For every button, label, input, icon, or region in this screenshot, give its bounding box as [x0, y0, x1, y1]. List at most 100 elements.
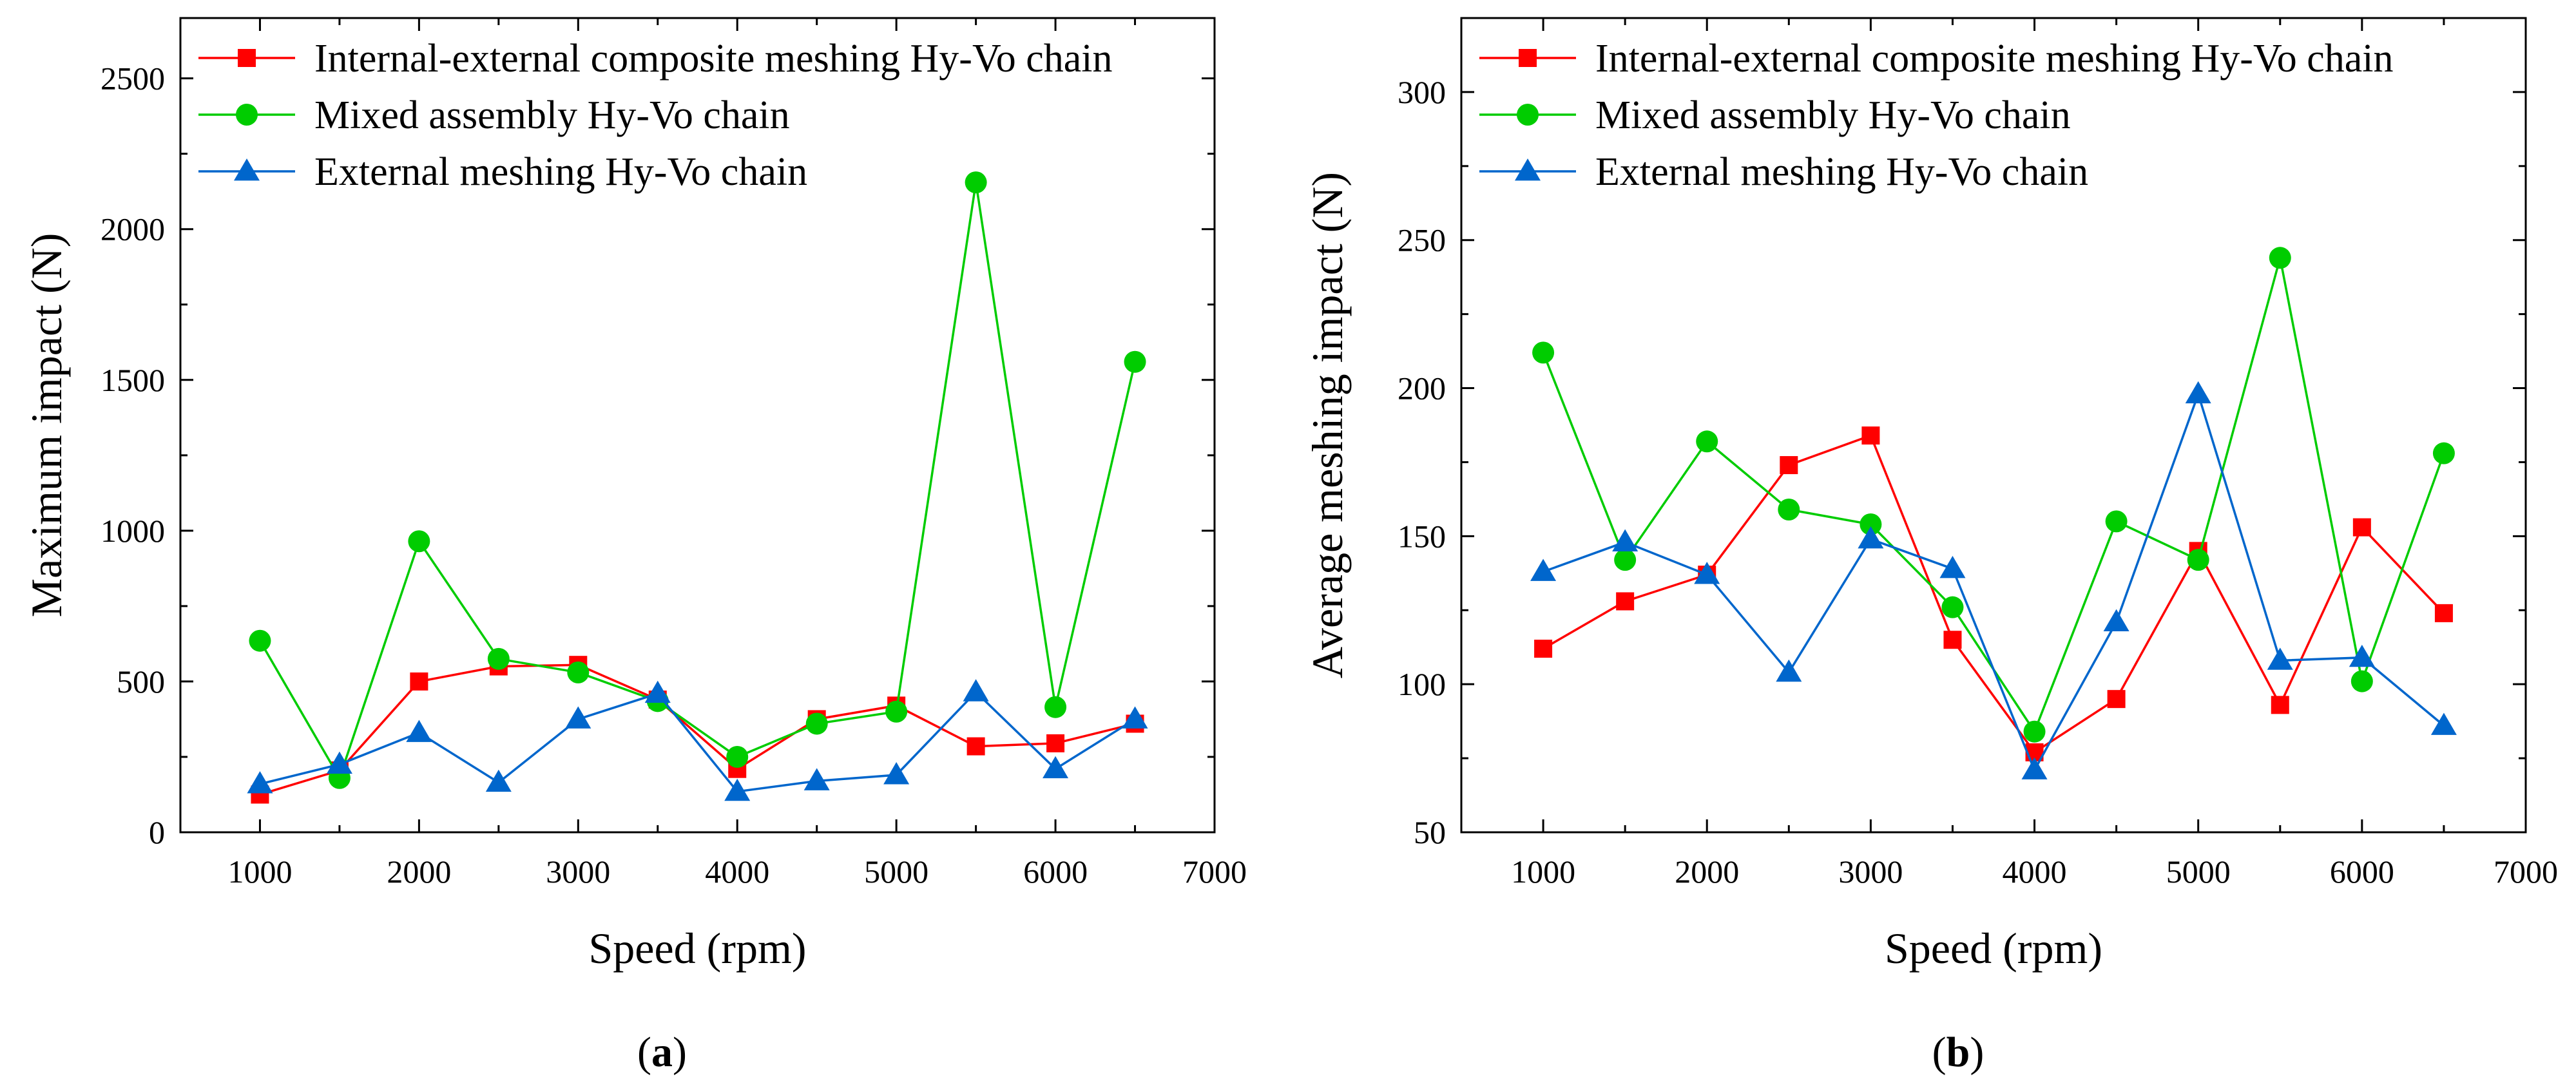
chart-a-x-tick-label: 1000 — [227, 854, 292, 890]
chart-a-x-tick-label: 6000 — [1023, 854, 1088, 890]
chart-a-line-red-square — [259, 663, 1135, 796]
chart-a-line-green-circle — [258, 182, 1137, 781]
chart-b-series-blue-triangle — [1530, 381, 2457, 779]
chart-b-x-tick-label: 5000 — [2166, 854, 2231, 890]
chart-b-x-axis-title: Speed (rpm) — [1885, 924, 2102, 973]
chart-a-legend-label-green-circle: Mixed assembly Hy-Vo chain — [314, 93, 790, 137]
chart-b-point-green-circle — [2269, 247, 2291, 269]
chart-a-legend-marker-blue-triangle — [234, 158, 260, 181]
chart-a-x-tick-label: 2000 — [387, 854, 451, 890]
chart-b-point-blue-triangle — [1939, 555, 1966, 578]
chart-b-point-blue-triangle — [2349, 644, 2375, 667]
chart-b-point-green-circle — [1532, 341, 1555, 364]
chart-b-legend-marker-red-square — [1519, 49, 1537, 67]
chart-b-legend: Internal-external composite meshing Hy-V… — [1479, 37, 2394, 194]
chart-a-panel-label: (a) — [637, 1029, 687, 1076]
chart-b-point-red-square — [1780, 456, 1798, 475]
chart-a-x-tick-label: 3000 — [546, 854, 610, 890]
chart-panel-a: 1000 2000 3000 4000 5000 6000 7000 0 500 1000 1500… — [22, 17, 1247, 1076]
chart-a-x-tick-label: 7000 — [1182, 854, 1247, 890]
chart-b-y-axis-title: Average meshing impact (N) — [1303, 172, 1352, 678]
chart-a-legend-label-red-square: Internal-external composite meshing Hy-V… — [314, 37, 1113, 81]
chart-b-x-tick-label: 7000 — [2494, 854, 2558, 890]
chart-a-point-blue-triangle — [1043, 756, 1069, 779]
chart-b-point-blue-triangle — [2103, 609, 2129, 632]
chart-b-point-red-square — [1861, 426, 1880, 445]
chart-b-y-tick-label: 100 — [1398, 666, 1446, 702]
chart-b-y-tick-label: 200 — [1398, 370, 1446, 406]
chart-a-y-axis-title: Maximum impact (N) — [22, 233, 71, 618]
chart-a-point-blue-triangle — [485, 769, 512, 792]
chart-a-point-green-circle — [1124, 350, 1146, 373]
chart-a-point-green-circle — [965, 171, 987, 194]
chart-a-point-red-square — [1046, 734, 1065, 752]
chart-b-legend-label-green-circle: Mixed assembly Hy-Vo chain — [1595, 93, 2071, 137]
chart-b-point-green-circle — [2023, 720, 2046, 743]
chart-b-panel-label: (b) — [1932, 1029, 1985, 1076]
chart-b-point-green-circle — [2350, 670, 2373, 692]
chart-a-point-blue-triangle — [724, 778, 751, 801]
chart-a-series-blue-triangle — [247, 679, 1148, 801]
chart-b-legend-label-blue-triangle: External meshing Hy-Vo chain — [1595, 150, 2088, 194]
chart-a-point-red-square — [410, 672, 428, 691]
chart-a-y-tick-label: 1000 — [101, 513, 165, 549]
chart-a-point-blue-triangle — [644, 680, 671, 703]
chart-b-x-tick-label: 4000 — [2003, 854, 2067, 890]
chart-b-series-green-circle — [1532, 247, 2455, 743]
chart-b-point-green-circle — [1860, 513, 1882, 535]
chart-b-point-red-square — [1943, 631, 1962, 649]
chart-a-point-blue-triangle — [963, 679, 989, 701]
chart-b-x-tick-label: 6000 — [2330, 854, 2394, 890]
chart-b-x-tick-label: 1000 — [1511, 854, 1575, 890]
chart-a-point-blue-triangle — [1122, 706, 1148, 729]
chart-a-y-tick-label: 2500 — [101, 61, 165, 97]
chart-b-point-red-square — [1534, 640, 1553, 658]
chart-a-x-axis-title: Speed (rpm) — [588, 924, 806, 973]
chart-a-point-green-circle — [885, 700, 908, 723]
chart-b-line-red-square — [1543, 434, 2445, 754]
chart-b-series-red-square — [1534, 426, 2453, 761]
chart-b-point-blue-triangle — [1858, 526, 1884, 549]
chart-a-legend-marker-red-square — [238, 49, 256, 67]
chart-a-legend: Internal-external composite meshing Hy-V… — [198, 37, 1113, 194]
chart-a-point-green-circle — [487, 647, 510, 670]
chart-a-point-green-circle — [1044, 696, 1067, 718]
chart-a-point-blue-triangle — [803, 768, 830, 790]
chart-a-x-tick-label: 5000 — [864, 854, 928, 890]
chart-a-point-green-circle — [249, 629, 271, 652]
chart-b-point-green-circle — [1778, 498, 1800, 520]
chart-b-point-red-square — [2107, 690, 2126, 709]
chart-b-point-green-circle — [1614, 549, 1637, 571]
chart-b-x-tick-label: 3000 — [1838, 854, 1903, 890]
chart-a-point-blue-triangle — [883, 762, 910, 785]
chart-a-x-tick-label: 4000 — [705, 854, 769, 890]
chart-b-point-red-square — [2434, 604, 2453, 622]
chart-b-point-blue-triangle — [1612, 529, 1639, 551]
chart-a-point-red-square — [966, 737, 985, 756]
chart-a-point-green-circle — [567, 661, 590, 683]
chart-a-y-tick-label: 500 — [117, 663, 165, 700]
chart-a-y-tick-label: 1500 — [101, 362, 165, 398]
chart-a-point-green-circle — [408, 530, 430, 553]
chart-b-point-red-square — [2271, 696, 2289, 714]
chart-a-point-blue-triangle — [565, 706, 591, 729]
chart-b-point-red-square — [1616, 592, 1635, 611]
chart-b-y-tick-label: 50 — [1414, 814, 1446, 850]
chart-b-point-green-circle — [2105, 510, 2128, 533]
chart-b-point-blue-triangle — [2185, 381, 2211, 404]
chart-a-point-blue-triangle — [247, 771, 273, 794]
chart-b-point-blue-triangle — [2430, 712, 2457, 735]
chart-b-point-blue-triangle — [2267, 647, 2293, 670]
chart-a-point-blue-triangle — [406, 720, 432, 742]
chart-b-y-tick-label: 150 — [1398, 518, 1446, 554]
chart-a-legend-marker-green-circle — [236, 104, 258, 126]
chart-a-plot-frame — [179, 17, 1216, 834]
chart-b-y-tick-label: 250 — [1398, 222, 1446, 258]
chart-b-x-tick-label: 2000 — [1675, 854, 1739, 890]
chart-b-legend-marker-blue-triangle — [1515, 158, 1541, 181]
chart-b-point-blue-triangle — [1694, 562, 1720, 584]
chart-a-y-tick-label: 0 — [149, 814, 165, 850]
chart-a-y-tick-label: 2000 — [101, 211, 165, 247]
chart-b-point-green-circle — [2432, 442, 2455, 464]
